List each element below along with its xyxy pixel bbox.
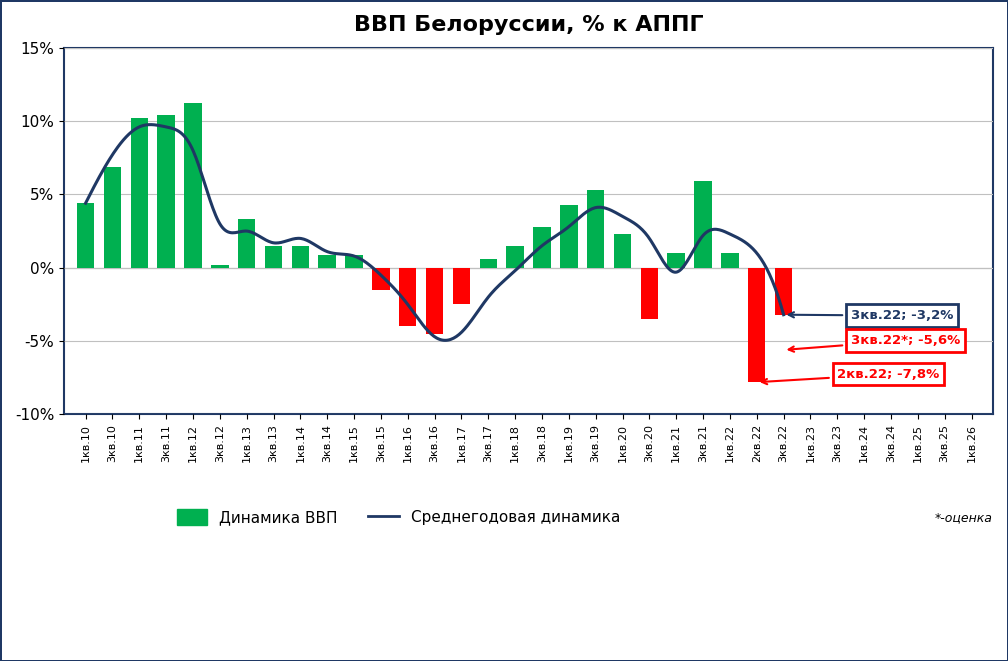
- Bar: [131, 118, 148, 268]
- Bar: [238, 219, 255, 268]
- Bar: [104, 167, 121, 268]
- Title: ВВП Белоруссии, % к АППГ: ВВП Белоруссии, % к АППГ: [354, 15, 704, 35]
- Text: 3кв.22*; -5,6%: 3кв.22*; -5,6%: [788, 334, 960, 352]
- Bar: [346, 254, 363, 268]
- Bar: [319, 254, 336, 268]
- Bar: [667, 253, 684, 268]
- Text: 3кв.22; -3,2%: 3кв.22; -3,2%: [788, 309, 954, 322]
- Bar: [265, 246, 282, 268]
- Bar: [721, 253, 739, 268]
- Bar: [506, 246, 524, 268]
- Text: 2кв.22; -7,8%: 2кв.22; -7,8%: [762, 368, 939, 384]
- Bar: [533, 227, 550, 268]
- Bar: [291, 246, 309, 268]
- Bar: [560, 205, 578, 268]
- Bar: [372, 268, 390, 290]
- Bar: [399, 268, 416, 327]
- Bar: [748, 268, 765, 382]
- Legend: Динамика ВВП, Среднегодовая динамика: Динамика ВВП, Среднегодовая динамика: [170, 504, 627, 531]
- Bar: [587, 190, 605, 268]
- Bar: [211, 265, 229, 268]
- Bar: [157, 115, 174, 268]
- Bar: [641, 268, 658, 319]
- Bar: [695, 181, 712, 268]
- Bar: [425, 268, 444, 334]
- Bar: [614, 234, 631, 268]
- Text: *-оценка: *-оценка: [935, 512, 993, 525]
- Bar: [775, 268, 792, 315]
- Bar: [77, 203, 95, 268]
- Bar: [184, 103, 202, 268]
- Bar: [480, 259, 497, 268]
- Bar: [453, 268, 470, 305]
